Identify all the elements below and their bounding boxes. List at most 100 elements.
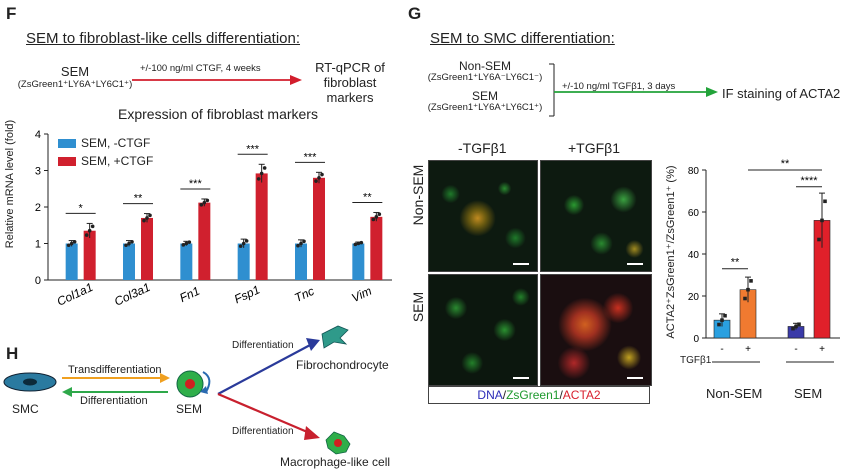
panel-g-target: IF staining of ACTA2	[722, 86, 841, 101]
panel-g-col-plus: +TGFβ1	[568, 140, 621, 156]
bar	[352, 243, 365, 280]
panel-f-title: SEM to fibroblast-like cells differentia…	[26, 30, 301, 47]
legend-label-treated: SEM, +CTGF	[81, 154, 154, 168]
data-point	[202, 200, 207, 205]
data-point	[299, 241, 303, 246]
data-point	[720, 318, 724, 322]
panel-h-diff-label: Differentiation	[80, 395, 148, 407]
panel-h-trans-label: Transdifferentiation	[68, 364, 162, 376]
treatment-value: -	[794, 344, 797, 355]
fibrochondrocyte-arrowhead	[306, 338, 320, 351]
legend-label-control: SEM, -CTGF	[81, 136, 151, 150]
significance-label: **	[731, 257, 740, 269]
stain-acta2: ACTA2	[562, 388, 601, 402]
data-point	[374, 215, 379, 219]
bar	[180, 243, 193, 280]
stain-dna: DNA	[477, 388, 503, 402]
treatment-value: +	[745, 344, 751, 355]
bar	[295, 243, 307, 280]
data-point	[356, 241, 361, 246]
scale-bar	[627, 263, 643, 265]
chart-f-svg: 01234*Col1a1**Col3a1***Fn1***Fsp1***Tnc*…	[35, 129, 392, 309]
panel-f-source-markers: (ZsGreen1⁺LY6A⁺LY6C1⁺)	[17, 79, 133, 90]
data-point	[717, 322, 721, 327]
panel-f-red-arrow	[132, 75, 302, 85]
panel-g-source1-name: Non-SEM	[458, 59, 511, 73]
panel-h-fibro-label: Fibrochondrocyte	[296, 358, 389, 372]
panel-h-letter: H	[6, 344, 19, 363]
treatment-value: +	[819, 344, 825, 355]
image-nonsem-minus	[428, 160, 538, 272]
data-point	[66, 243, 71, 248]
data-point	[124, 243, 128, 248]
y-tick-label: 1	[35, 239, 41, 251]
data-point	[820, 218, 824, 223]
data-point	[84, 233, 89, 237]
panel-f-source: SEM (ZsGreen1⁺LY6A⁺LY6C1⁺)	[10, 64, 140, 90]
bar	[255, 173, 268, 280]
data-point	[256, 177, 261, 181]
smc-nucleus	[23, 378, 37, 386]
panel-g-sources: Non-SEM (ZsGreen1⁺LY6A⁻LY6C1⁻) SEM (ZsGr…	[410, 60, 560, 114]
panel-h-diagram	[3, 325, 351, 455]
bar	[123, 243, 135, 280]
bar	[370, 216, 383, 280]
data-point	[746, 287, 750, 292]
panel-f-source-name: SEM	[60, 64, 90, 79]
significance-label: ***	[246, 143, 260, 155]
bar	[237, 243, 250, 280]
macrophage-arrow	[217, 392, 313, 436]
transdifferentiation-arrowhead	[160, 373, 170, 383]
data-point	[184, 241, 189, 246]
panel-g-stain-legend: DNA/ZsGreen1/ACTA2	[428, 386, 650, 404]
data-point	[148, 213, 152, 218]
significance-label: **	[781, 158, 790, 170]
chart-f-legend: SEM, -CTGF SEM, +CTGF	[58, 136, 153, 168]
panel-h-up-label: Differentiation	[232, 340, 294, 351]
image-sem-plus	[540, 274, 652, 386]
panel-f-target-line2: fibroblast markers	[323, 75, 377, 105]
data-point	[241, 241, 246, 246]
panel-g-source2-name: SEM	[471, 89, 498, 103]
data-point	[127, 241, 131, 246]
y-tick-label: 80	[688, 166, 700, 177]
bar	[198, 202, 211, 280]
panel-g-title: SEM to SMC differentiation:	[430, 30, 615, 47]
fibrochondrocyte-cell	[321, 325, 349, 349]
chart-g-group-nonsem: Non-SEM	[706, 386, 763, 401]
treatment-value: -	[720, 344, 723, 355]
image-sem-minus	[428, 274, 538, 386]
significance-label: **	[134, 193, 143, 205]
y-tick-label: 0	[35, 275, 41, 287]
panel-g-green-arrow	[549, 63, 718, 117]
data-point	[377, 212, 382, 217]
bar	[141, 217, 153, 280]
significance-label: *	[79, 202, 84, 214]
data-point	[797, 322, 801, 327]
data-point	[145, 216, 149, 220]
panel-g-source1-markers: (ZsGreen1⁺LY6A⁻LY6C1⁻)	[427, 72, 543, 83]
panel-f-target-line1: RT-qPCR of	[315, 60, 385, 75]
significance-label: ***	[189, 178, 203, 190]
scale-bar	[513, 377, 529, 379]
y-tick-label: 2	[35, 202, 41, 214]
panel-h-macro-label: Macrophage-like cell	[280, 455, 391, 469]
panel-g-col-minus: -TGFβ1	[458, 140, 507, 156]
chart-g-treatment-label: TGFβ1	[680, 355, 712, 366]
data-point	[259, 171, 264, 176]
data-point	[359, 240, 364, 245]
data-point	[130, 239, 134, 244]
data-point	[317, 176, 321, 180]
data-point	[142, 218, 146, 223]
data-point	[823, 199, 827, 204]
panel-h-down-label: Differentiation	[232, 426, 294, 437]
y-tick-label: 40	[688, 250, 700, 261]
significance-label: ****	[800, 175, 818, 187]
y-tick-label: 20	[688, 292, 700, 303]
panel-f-letter: F	[6, 4, 17, 23]
data-point	[353, 242, 358, 247]
significance-label: ***	[304, 151, 318, 163]
data-point	[199, 203, 204, 207]
scale-bar	[627, 377, 643, 379]
